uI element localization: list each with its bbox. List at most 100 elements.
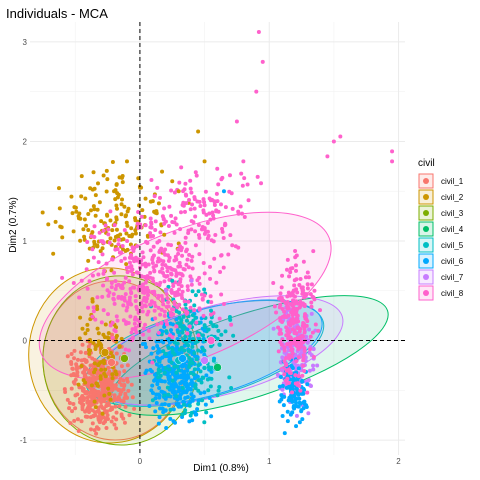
point-civil-8 — [157, 269, 162, 274]
point-civil-6 — [290, 410, 295, 415]
point-civil-8 — [180, 273, 185, 278]
point-civil-8 — [190, 254, 195, 259]
point-civil-8 — [227, 173, 232, 178]
legend-dot — [423, 210, 429, 216]
point-civil-8 — [152, 268, 157, 273]
point-civil-8 — [148, 248, 153, 253]
point-civil-8 — [276, 325, 281, 330]
point-civil-8 — [163, 263, 168, 268]
point-civil-6 — [177, 386, 182, 391]
point-civil-2 — [125, 247, 130, 252]
point-civil-2 — [69, 194, 74, 199]
point-civil-8 — [91, 305, 96, 310]
point-civil-8 — [212, 256, 217, 261]
point-civil-6 — [159, 378, 164, 383]
centroid-civil-1 — [107, 358, 116, 367]
point-civil-5 — [183, 302, 188, 307]
point-civil-8 — [197, 306, 202, 311]
point-civil-6 — [162, 402, 167, 407]
legend-item-civil-3: civil_3 — [418, 205, 464, 221]
point-civil-1 — [65, 397, 70, 402]
point-civil-1 — [82, 374, 87, 379]
point-civil-2 — [88, 208, 93, 213]
point-civil-7 — [311, 347, 316, 352]
point-civil-5 — [193, 293, 198, 298]
point-civil-6 — [180, 379, 185, 384]
point-civil-8 — [293, 373, 298, 378]
point-civil-8 — [106, 232, 111, 237]
point-civil-2 — [92, 239, 97, 244]
point-civil-5 — [182, 348, 187, 353]
point-civil-1 — [117, 380, 122, 385]
point-civil-8 — [140, 250, 145, 255]
point-civil-8 — [150, 257, 155, 262]
point-civil-5 — [162, 370, 167, 375]
point-civil-8 — [156, 305, 161, 310]
point-civil-8 — [177, 292, 182, 297]
point-civil-6 — [163, 396, 168, 401]
point-civil-5 — [199, 380, 204, 385]
point-civil-8 — [123, 275, 128, 280]
point-civil-8 — [136, 209, 141, 214]
point-civil-8 — [180, 253, 185, 258]
point-civil-6 — [290, 366, 295, 371]
point-civil-6 — [294, 424, 299, 429]
point-civil-7 — [304, 334, 309, 339]
point-civil-5 — [206, 299, 211, 304]
point-civil-5 — [192, 367, 197, 372]
point-civil-1 — [97, 419, 102, 424]
chart-title: Individuals - MCA — [6, 6, 108, 21]
point-civil-2 — [46, 222, 51, 227]
point-civil-2 — [133, 231, 138, 236]
point-civil-5 — [165, 385, 170, 390]
point-civil-6 — [166, 370, 171, 375]
point-civil-5 — [205, 377, 210, 382]
point-civil-6 — [157, 358, 162, 363]
legend-label: civil_2 — [441, 193, 464, 202]
point-civil-1 — [104, 383, 109, 388]
point-civil-2 — [156, 201, 161, 206]
point-civil-2 — [92, 186, 97, 191]
point-civil-2 — [98, 360, 103, 365]
point-civil-6 — [166, 403, 171, 408]
point-civil-6 — [190, 341, 195, 346]
point-civil-8 — [188, 274, 193, 279]
point-civil-8 — [203, 189, 208, 194]
point-civil-2 — [120, 197, 125, 202]
point-civil-8 — [282, 372, 287, 377]
point-civil-1 — [67, 400, 72, 405]
point-civil-8 — [300, 288, 305, 293]
point-civil-2 — [82, 217, 87, 222]
point-civil-2 — [91, 204, 96, 209]
point-civil-2 — [97, 200, 102, 205]
point-civil-5 — [166, 392, 171, 397]
point-civil-5 — [198, 369, 203, 374]
point-civil-2 — [81, 227, 86, 232]
point-civil-1 — [114, 410, 119, 415]
point-civil-8 — [294, 299, 299, 304]
point-civil-8 — [111, 292, 116, 297]
point-civil-8 — [301, 358, 306, 363]
point-civil-8 — [292, 283, 297, 288]
point-civil-8 — [193, 243, 198, 248]
point-civil-1 — [122, 369, 127, 374]
point-civil-8 — [178, 277, 183, 282]
point-civil-8 — [91, 255, 96, 260]
point-civil-6 — [157, 415, 162, 420]
centroid-civil-4 — [213, 363, 222, 372]
point-civil-6 — [285, 419, 290, 424]
point-civil-1 — [125, 376, 130, 381]
point-civil-8 — [173, 216, 178, 221]
point-civil-8 — [166, 300, 171, 305]
point-civil-2 — [84, 223, 89, 228]
point-civil-8 — [158, 258, 163, 263]
point-civil-6 — [279, 393, 284, 398]
point-civil-8 — [192, 195, 197, 200]
point-civil-1 — [90, 394, 95, 399]
point-civil-7 — [306, 411, 311, 416]
point-civil-8 — [141, 255, 146, 260]
point-civil-8 — [302, 295, 307, 300]
legend-dot — [423, 258, 429, 264]
point-civil-8 — [133, 298, 138, 303]
